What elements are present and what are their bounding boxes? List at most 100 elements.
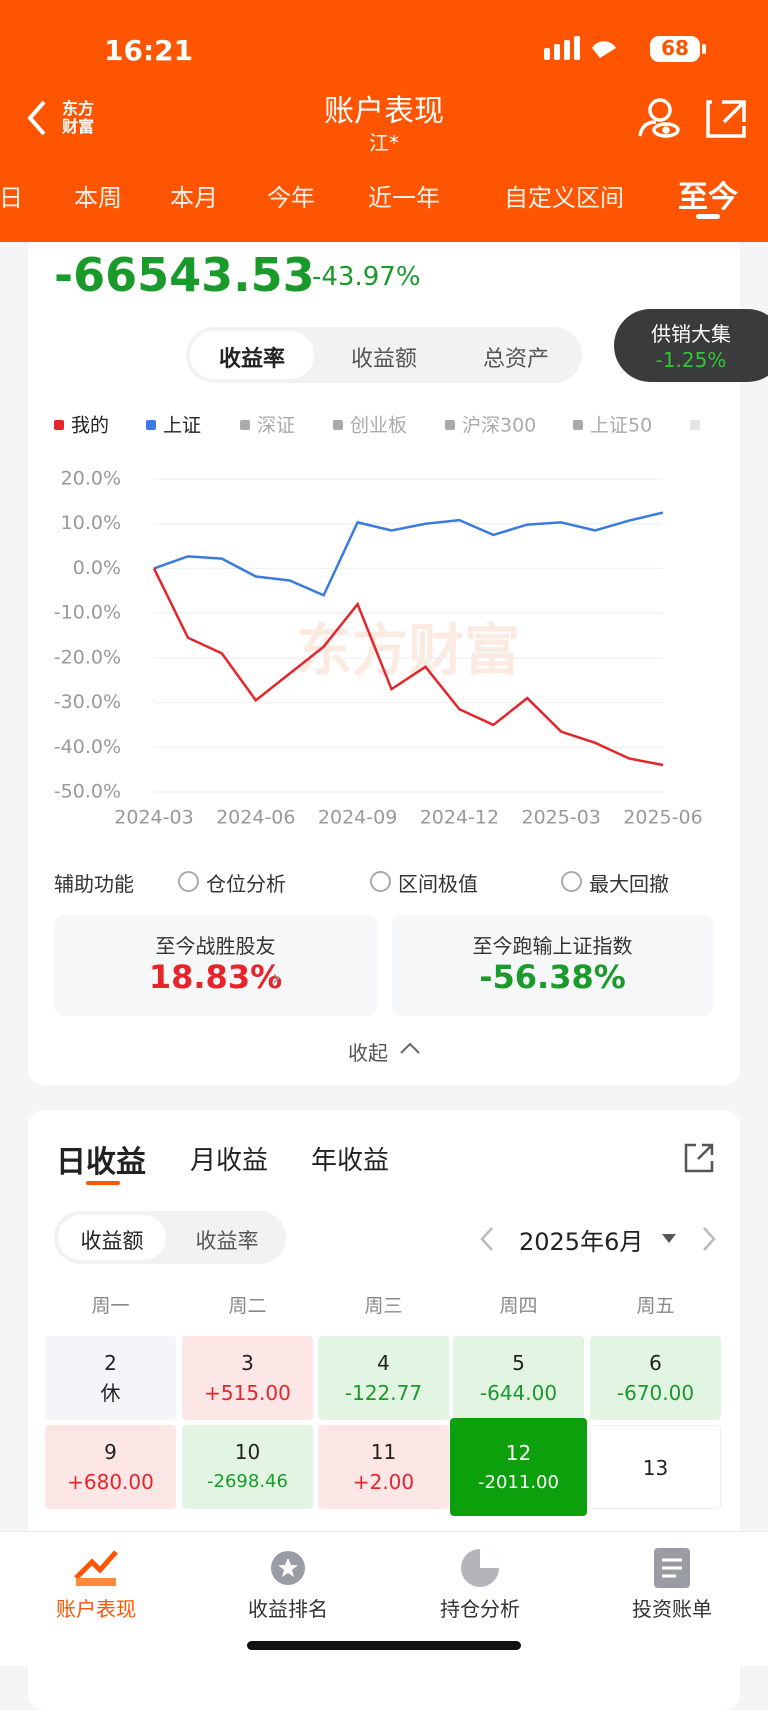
legend-swatch <box>146 420 156 430</box>
y-tick-label: -20.0% <box>54 646 121 668</box>
period-tab[interactable]: 日 <box>0 184 23 212</box>
aux-option: 最大回撤 <box>589 872 669 896</box>
nav-label[interactable]: 投资账单 <box>632 1597 712 1621</box>
toggle-option[interactable]: 收益率 <box>195 1229 259 1253</box>
stat-label: 至今跑输上证指数 <box>472 934 633 958</box>
toggle-option[interactable]: 收益额 <box>80 1229 144 1253</box>
calendar-cell[interactable]: 4 -122.77 <box>318 1336 449 1420</box>
x-tick-label: 2025-03 <box>522 807 601 829</box>
weekday: 周五 <box>636 1295 675 1317</box>
y-tick-label: 20.0% <box>61 468 121 490</box>
radio[interactable] <box>178 871 199 892</box>
title: 账户表现 <box>324 94 444 129</box>
header-icons[interactable] <box>636 96 756 140</box>
radio[interactable] <box>370 871 391 892</box>
day: 6 <box>649 1351 662 1375</box>
y-tick-label: -50.0% <box>54 781 121 803</box>
earnings-tab[interactable]: 月收益 <box>190 1146 269 1176</box>
day: 10 <box>234 1440 261 1464</box>
x-tick-label: 2024-09 <box>318 807 397 829</box>
legend-swatch <box>333 420 343 430</box>
legend-swatch <box>573 420 583 430</box>
legend-swatch <box>690 420 700 430</box>
period-tab[interactable]: 本月 <box>170 184 218 212</box>
day-value: +515.00 <box>204 1381 291 1405</box>
period-tab[interactable]: 今年 <box>267 184 315 212</box>
day-value: -644.00 <box>479 1381 558 1405</box>
share-icon[interactable] <box>682 1141 716 1175</box>
day: 5 <box>512 1351 525 1375</box>
toggle-thumb <box>190 331 314 379</box>
logo-line: 财富 <box>62 117 95 136</box>
day: 11 <box>370 1440 397 1464</box>
day-value: +680.00 <box>67 1470 154 1494</box>
day: 3 <box>241 1351 254 1375</box>
percent: -43.97% <box>312 262 421 292</box>
earnings-tab[interactable]: 日收益 <box>56 1145 146 1180</box>
line-series <box>153 511 664 597</box>
stat-box <box>392 915 713 1016</box>
period-tab[interactable]: 本周 <box>74 184 122 212</box>
calendar-cell[interactable]: 12 -2011.00 <box>450 1418 587 1516</box>
calendar-cell[interactable]: 9 +680.00 <box>45 1425 176 1509</box>
calendar-cell[interactable]: 10 -2698.46 <box>182 1425 313 1509</box>
day-value: 休 <box>100 1381 121 1405</box>
collapse[interactable]: 收起 <box>348 1041 388 1065</box>
weekday: 周四 <box>499 1295 538 1317</box>
period-tab[interactable]: 近一年 <box>368 184 440 212</box>
metric-option[interactable]: 总资产 <box>482 347 549 372</box>
legend-label: 深证 <box>257 415 295 437</box>
weekday: 周二 <box>228 1295 267 1317</box>
line-series <box>152 567 664 767</box>
amount: -66543.53 <box>54 248 315 302</box>
calendar-cell[interactable]: 11 +2.00 <box>318 1425 449 1509</box>
nav-icons <box>74 1548 690 1588</box>
metric-option[interactable]: 收益率 <box>218 347 285 372</box>
calendar-cell[interactable]: 3 +515.00 <box>182 1336 313 1420</box>
y-tick-label: 10.0% <box>61 512 121 534</box>
x-tick-label: 2024-12 <box>420 807 499 829</box>
badge[interactable] <box>614 309 768 382</box>
month-nav[interactable] <box>476 1224 726 1254</box>
period-tab[interactable]: 至今 <box>678 180 738 215</box>
day: 13 <box>642 1456 669 1480</box>
nav-label[interactable]: 收益排名 <box>248 1597 328 1621</box>
battery: 68 <box>661 36 689 60</box>
day-value: -670.00 <box>616 1381 695 1405</box>
metric-option[interactable]: 收益额 <box>350 347 417 372</box>
x-tick-label: 2025-06 <box>623 807 702 829</box>
y-tick-label: -40.0% <box>54 736 121 758</box>
legend-label: 创业板 <box>350 415 407 437</box>
chevron: › <box>272 966 281 991</box>
aux-label: 辅助功能 <box>54 872 134 896</box>
y-tick-label: 0.0% <box>73 557 121 579</box>
day: 12 <box>505 1441 532 1465</box>
period-tab[interactable]: 自定义区间 <box>504 184 624 212</box>
legend-label: 我的 <box>71 415 109 437</box>
stat-box[interactable] <box>54 915 377 1016</box>
x-tick-label: 2024-03 <box>114 807 193 829</box>
day: 2 <box>104 1351 117 1375</box>
calendar-cell[interactable]: 6 -670.00 <box>590 1336 721 1420</box>
chart: 东方财富 20.0% 10.0% 0.0% -10.0% -20.0% -30.0% -40.… <box>54 415 703 829</box>
toggle-thumb <box>58 1215 166 1260</box>
calendar-cell[interactable]: 5 -644.00 <box>453 1336 584 1420</box>
y-tick-label: -10.0% <box>54 602 121 624</box>
nav-label[interactable]: 账户表现 <box>56 1597 136 1621</box>
stat-value: 18.83% <box>148 958 283 996</box>
calendar-cell[interactable]: 13 <box>590 1425 721 1509</box>
radio[interactable] <box>561 871 582 892</box>
nav-label[interactable]: 持仓分析 <box>440 1597 520 1621</box>
y-tick-label: -30.0% <box>54 691 121 713</box>
badge-change: -1.25% <box>655 348 727 372</box>
earnings-tab[interactable]: 年收益 <box>311 1146 390 1176</box>
legend-swatch <box>445 420 455 430</box>
subtitle: 江* <box>369 131 399 155</box>
x-tick-label: 2024-06 <box>216 807 295 829</box>
day-value: -2011.00 <box>478 1472 559 1493</box>
badge-name: 供销大集 <box>651 322 731 346</box>
collapse-icon <box>400 1042 420 1054</box>
day-value: -122.77 <box>344 1381 423 1405</box>
